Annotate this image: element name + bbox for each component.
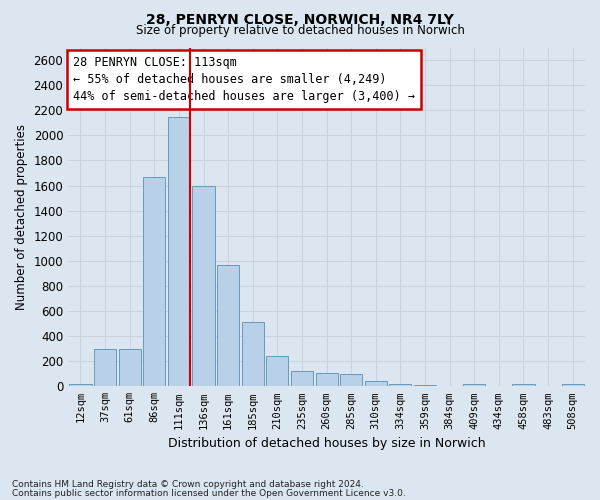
- Bar: [291, 371, 313, 386]
- Bar: [242, 322, 264, 386]
- Bar: [512, 384, 535, 386]
- Bar: [266, 356, 289, 386]
- Bar: [365, 382, 387, 386]
- Y-axis label: Number of detached properties: Number of detached properties: [15, 124, 28, 310]
- Bar: [217, 264, 239, 386]
- Text: Contains public sector information licensed under the Open Government Licence v3: Contains public sector information licen…: [12, 488, 406, 498]
- Bar: [143, 176, 166, 386]
- Text: Contains HM Land Registry data © Crown copyright and database right 2024.: Contains HM Land Registry data © Crown c…: [12, 480, 364, 489]
- Text: 28 PENRYN CLOSE: 113sqm
← 55% of detached houses are smaller (4,249)
44% of semi: 28 PENRYN CLOSE: 113sqm ← 55% of detache…: [73, 56, 415, 103]
- Bar: [414, 385, 436, 386]
- Bar: [340, 374, 362, 386]
- Bar: [119, 348, 141, 387]
- Bar: [389, 384, 412, 386]
- Text: Size of property relative to detached houses in Norwich: Size of property relative to detached ho…: [136, 24, 464, 37]
- Bar: [316, 372, 338, 386]
- Bar: [168, 116, 190, 386]
- Bar: [463, 384, 485, 386]
- Bar: [562, 384, 584, 386]
- Bar: [94, 348, 116, 387]
- Text: 28, PENRYN CLOSE, NORWICH, NR4 7LY: 28, PENRYN CLOSE, NORWICH, NR4 7LY: [146, 12, 454, 26]
- Bar: [70, 384, 92, 386]
- Bar: [193, 186, 215, 386]
- X-axis label: Distribution of detached houses by size in Norwich: Distribution of detached houses by size …: [168, 437, 485, 450]
